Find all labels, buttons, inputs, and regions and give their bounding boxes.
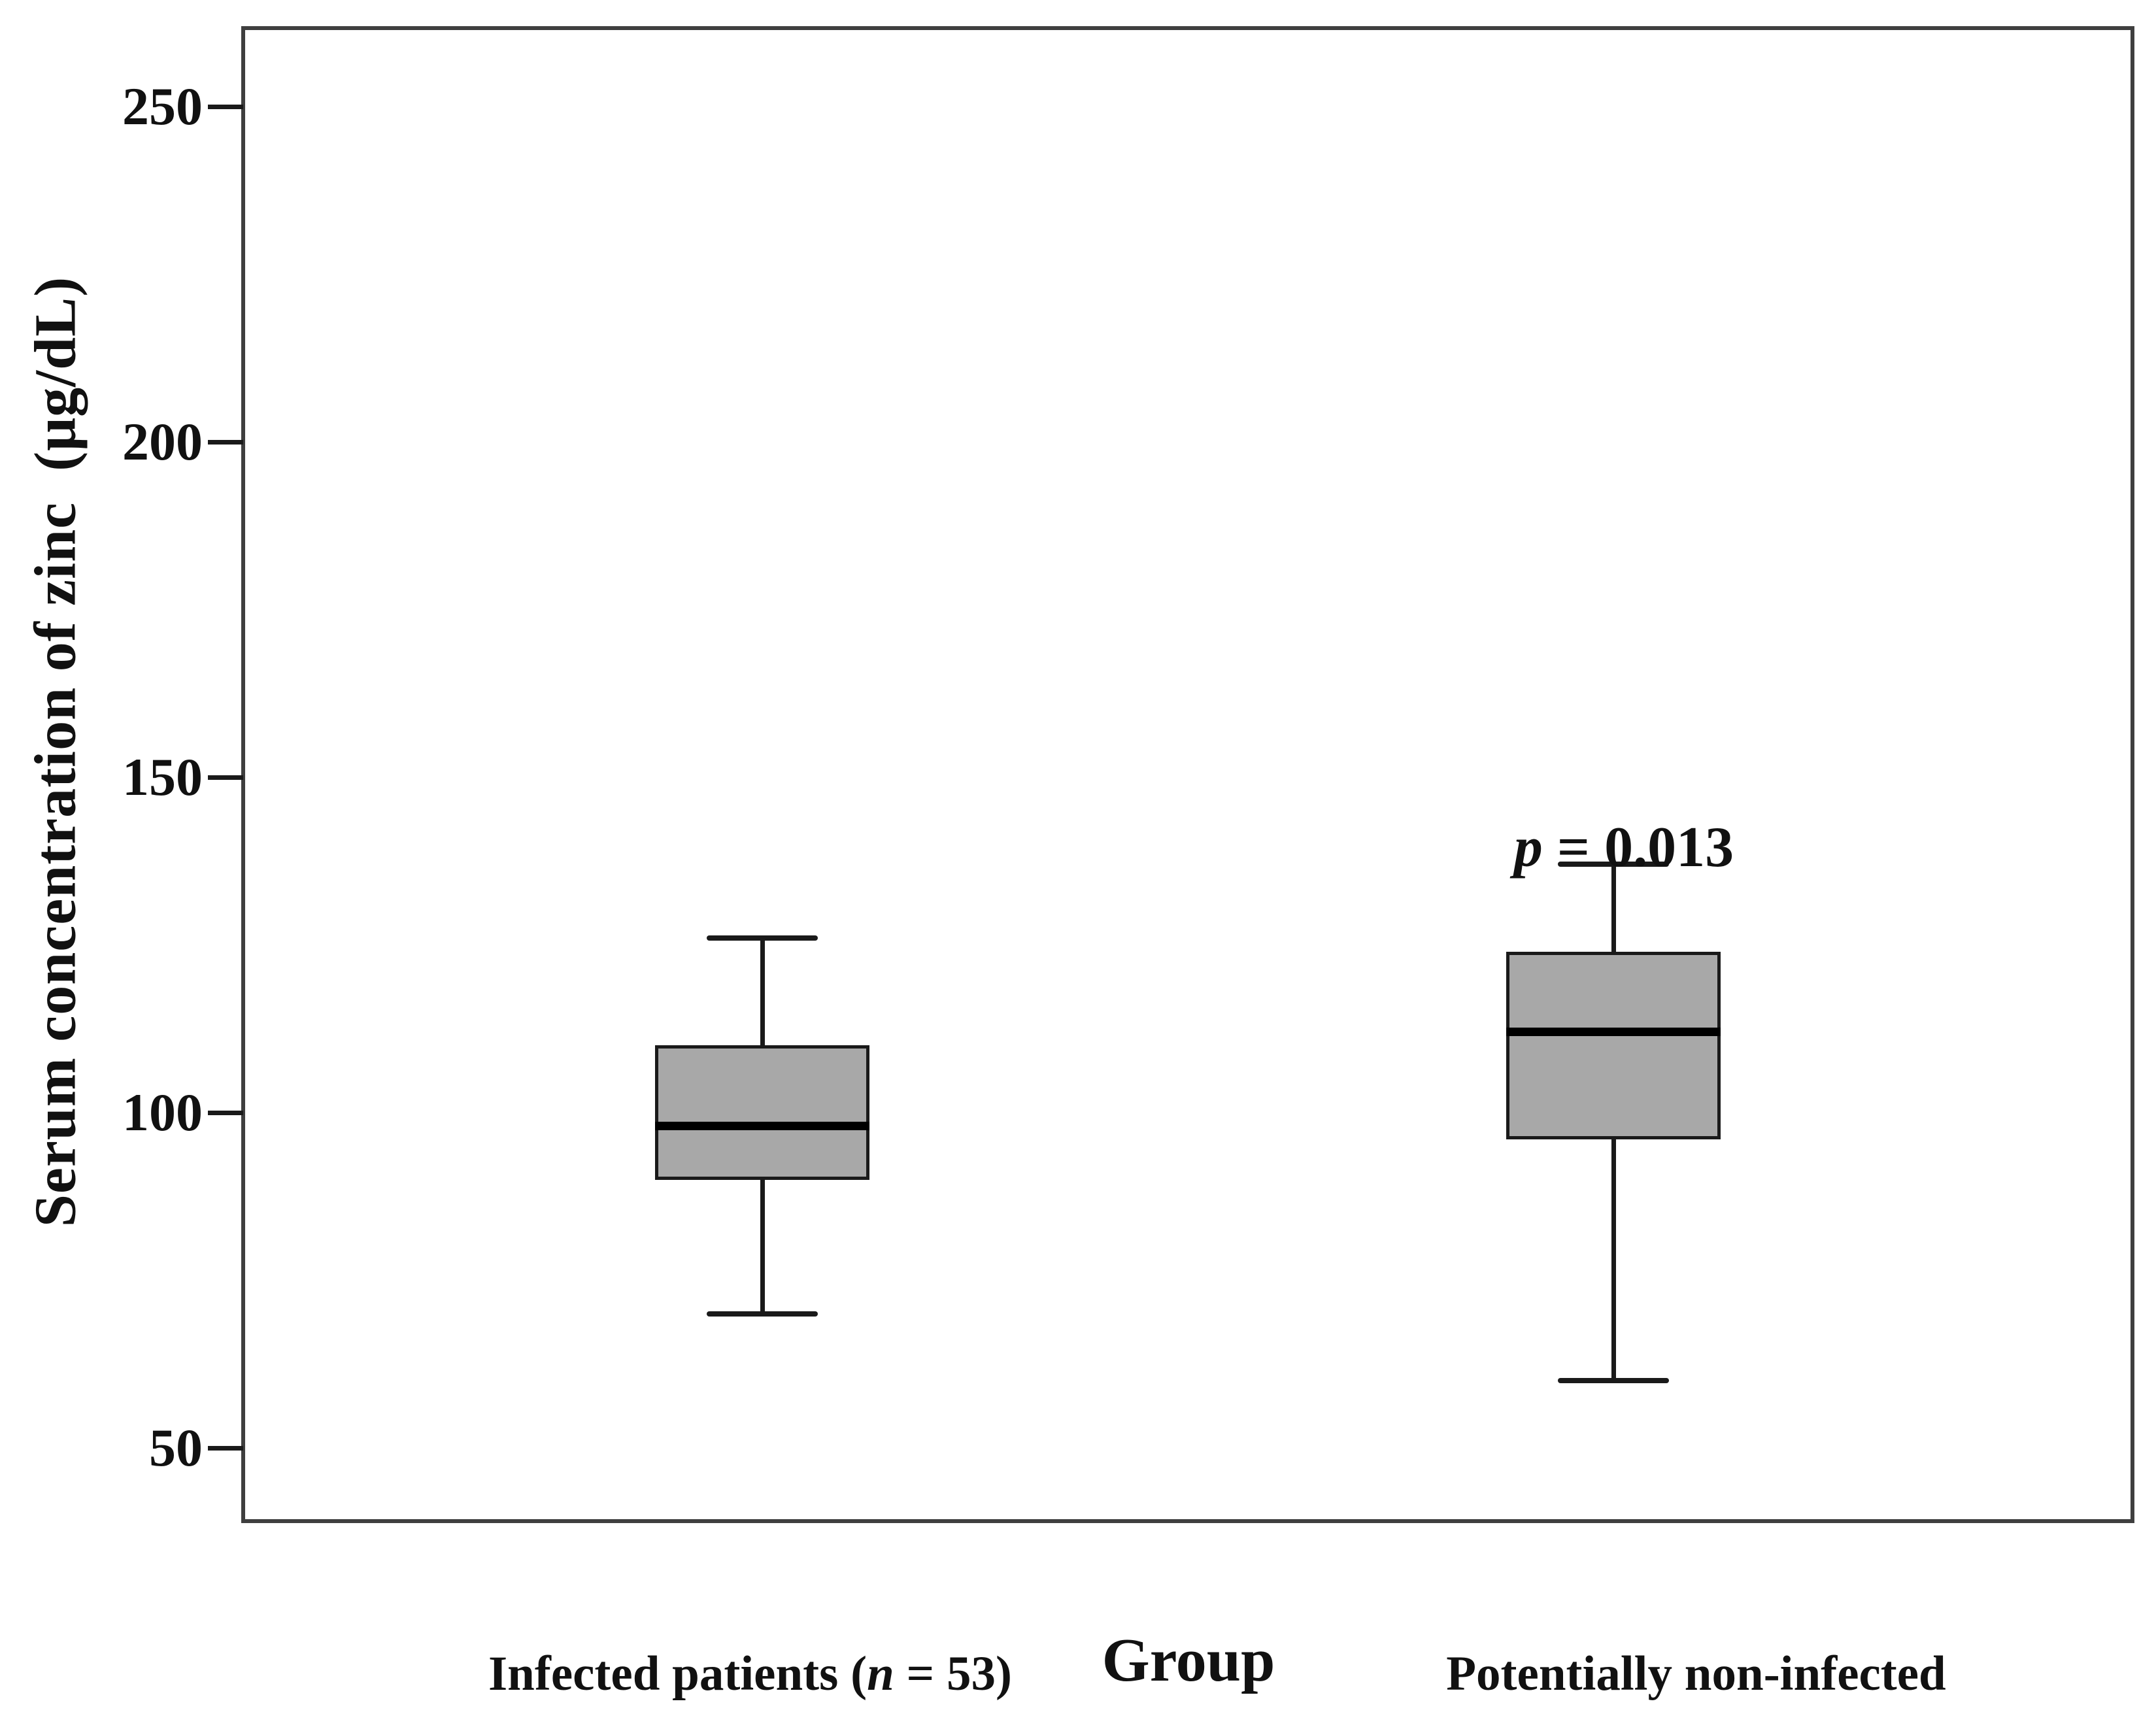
plot-area bbox=[241, 26, 2134, 1523]
x-axis-title: Group bbox=[1102, 1626, 1275, 1694]
p-symbol: p bbox=[1513, 816, 1543, 879]
box-iqr-rect bbox=[1506, 951, 1721, 1140]
y-tick-mark bbox=[208, 1110, 243, 1115]
box-whisker-cap-bottom bbox=[1558, 1378, 1669, 1384]
p-value-text: = 0.013 bbox=[1542, 816, 1734, 879]
box-median-line bbox=[655, 1122, 869, 1131]
y-tick-mark bbox=[208, 104, 243, 109]
box-median-line bbox=[1506, 1028, 1721, 1037]
box-whisker-cap-top bbox=[1558, 862, 1669, 867]
box-iqr-rect bbox=[655, 1045, 869, 1180]
p-value-annotation: p = 0.013 bbox=[1457, 748, 1734, 947]
x-label-infected-pre: Infected patients ( bbox=[488, 1647, 867, 1701]
x-label-infected-patients: Infected patients (n = 53) bbox=[439, 1562, 1012, 1712]
n-symbol: n bbox=[867, 1647, 894, 1701]
y-tick-label: 250 bbox=[122, 76, 203, 136]
y-tick-mark bbox=[208, 439, 243, 445]
y-tick-label: 100 bbox=[122, 1083, 203, 1142]
y-tick-label: 50 bbox=[149, 1418, 203, 1477]
x-label-infected-post: = 53) bbox=[894, 1647, 1013, 1701]
y-tick-mark bbox=[208, 1445, 243, 1451]
box-whisker-cap-top bbox=[707, 935, 818, 941]
y-tick-mark bbox=[208, 775, 243, 780]
y-tick-label: 200 bbox=[122, 412, 203, 471]
y-tick-label: 150 bbox=[122, 747, 203, 807]
box-whisker-cap-bottom bbox=[707, 1311, 818, 1317]
x-label-noninfected-line1: Potentially non-infected bbox=[1446, 1647, 1946, 1701]
x-label-noninfected-participants: Potentially non-infected participants (n… bbox=[1397, 1562, 1946, 1712]
